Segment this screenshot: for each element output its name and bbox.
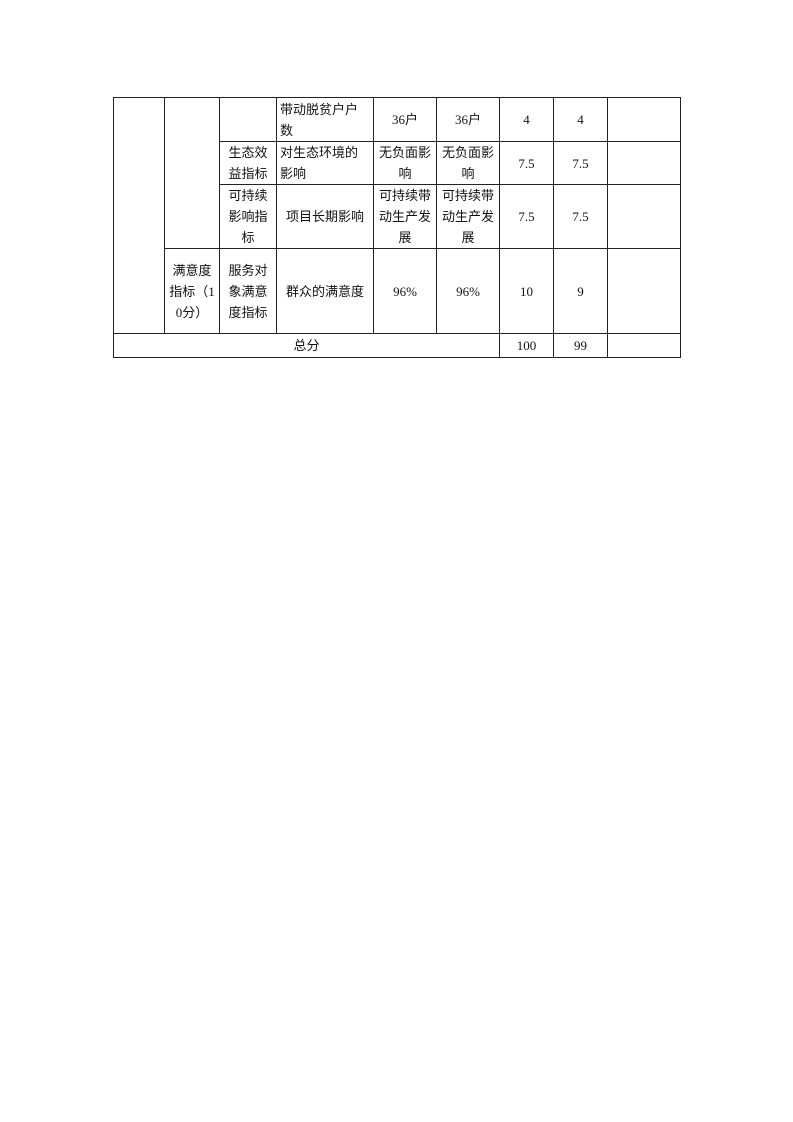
table-row: 生态效益指标 对生态环境的影响 无负面影响 无负面影响 7.5 7.5 (114, 141, 681, 185)
cell-note (607, 141, 681, 185)
cell-target: 36户 (373, 97, 437, 142)
cell-target: 无负面影响 (373, 141, 437, 185)
cell-level3: 可持续影响指标 (219, 184, 277, 249)
cell-target: 可持续带动生产发展 (373, 184, 437, 249)
cell-weight: 7.5 (499, 184, 554, 249)
cell-target: 96% (373, 248, 437, 334)
cell-indicator: 带动脱贫户户数 (276, 97, 374, 142)
performance-table: 带动脱贫户户数 36户 36户 4 4 生态效益指标 对生态环境的影响 无负面影… (113, 97, 681, 358)
cell-score: 7.5 (553, 184, 608, 249)
cell-level2: 满意度指标（10分） (164, 248, 220, 334)
total-score: 99 (553, 333, 608, 358)
cell-actual: 36户 (436, 97, 500, 142)
cell-level2 (164, 97, 220, 249)
cell-note (607, 248, 681, 334)
cell-weight: 10 (499, 248, 554, 334)
cell-indicator: 群众的满意度 (276, 248, 374, 334)
cell-level3: 生态效益指标 (219, 141, 277, 185)
cell-level3 (219, 97, 277, 142)
cell-indicator: 项目长期影响 (276, 184, 374, 249)
cell-note (607, 97, 681, 142)
table-row: 可持续影响指标 项目长期影响 可持续带动生产发展 可持续带动生产发展 7.5 7… (114, 184, 681, 249)
cell-actual: 96% (436, 248, 500, 334)
cell-level1 (113, 97, 165, 334)
cell-score: 4 (553, 97, 608, 142)
total-note (607, 333, 681, 358)
cell-level3: 服务对象满意度指标 (219, 248, 277, 334)
cell-score: 9 (553, 248, 608, 334)
total-label: 总分 (113, 333, 500, 358)
cell-note (607, 184, 681, 249)
cell-actual: 可持续带动生产发展 (436, 184, 500, 249)
cell-weight: 4 (499, 97, 554, 142)
table-row: 带动脱贫户户数 36户 36户 4 4 (113, 97, 681, 334)
cell-actual: 无负面影响 (436, 141, 500, 185)
cell-indicator: 对生态环境的影响 (276, 141, 374, 185)
cell-score: 7.5 (553, 141, 608, 185)
cell-weight: 7.5 (499, 141, 554, 185)
total-full-score: 100 (499, 333, 554, 358)
total-row: 总分 100 99 (113, 333, 681, 358)
table-row: 满意度指标（10分） 服务对象满意度指标 群众的满意度 96% 96% 10 9 (114, 248, 681, 334)
